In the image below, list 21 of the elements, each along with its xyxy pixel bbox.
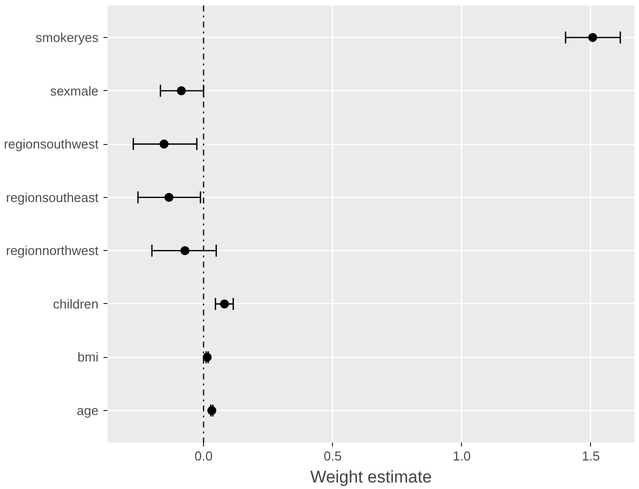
x-tick-label: 1.5 <box>582 448 600 464</box>
point <box>202 352 212 362</box>
y-tick-label: regionnorthwest <box>6 243 99 258</box>
point <box>180 246 190 256</box>
y-tick-label: regionsoutheast <box>6 190 99 205</box>
y-tick-label: sexmale <box>50 83 99 98</box>
point <box>176 86 186 96</box>
x-tick-label: 0.0 <box>194 448 213 464</box>
point <box>588 32 598 42</box>
y-tick-label: children <box>52 296 99 312</box>
y-tick-label: regionsouthwest <box>4 136 99 152</box>
point <box>160 140 169 149</box>
point <box>164 192 174 202</box>
y-tick-label: age <box>76 403 99 418</box>
y-tick-label: bmi <box>78 350 99 365</box>
y-tick-label: smokeryes <box>36 30 99 45</box>
point <box>220 299 229 308</box>
x-axis-title: Weight estimate <box>310 468 432 486</box>
point <box>207 406 216 416</box>
x-tick-label: 1.0 <box>452 448 471 464</box>
x-tick-label: 0.5 <box>324 448 342 464</box>
